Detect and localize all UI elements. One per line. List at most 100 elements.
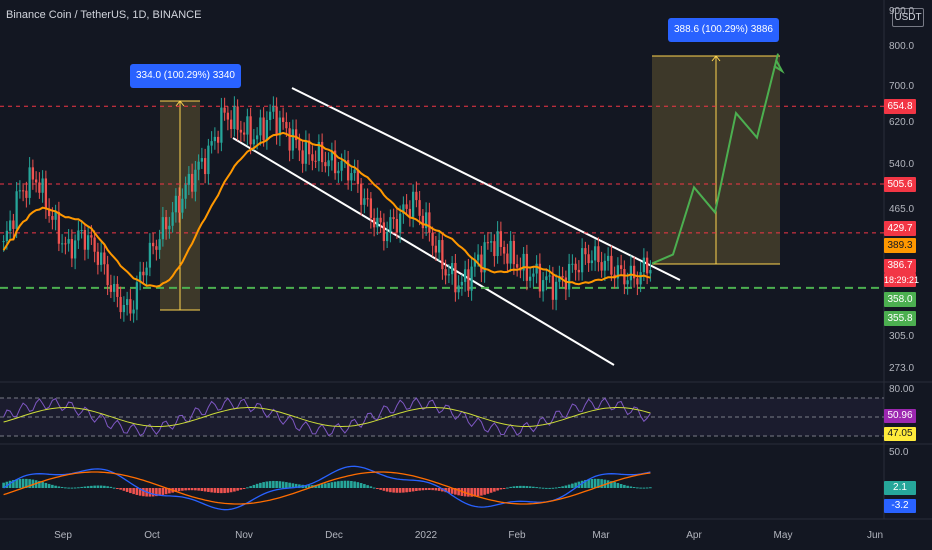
price-tick: 273.0	[889, 363, 915, 374]
macd-histogram-bar	[632, 487, 636, 489]
macd-histogram-bar	[155, 488, 158, 497]
candle-body	[528, 276, 532, 281]
price-tick: 700.0	[889, 81, 915, 92]
macd-histogram-bar	[64, 487, 67, 489]
macd-histogram-bar	[395, 488, 399, 493]
rsi-ma-value-tag: 47.05	[884, 427, 916, 441]
candle-body	[441, 240, 444, 270]
macd-histogram-bar	[80, 486, 83, 488]
price-tag-ma: 389.3	[884, 238, 916, 253]
candle-body	[447, 274, 451, 276]
price-tick: 305.0	[889, 331, 915, 342]
macd-histogram-bar	[535, 487, 538, 489]
macd-histogram-bar	[402, 488, 405, 493]
macd-histogram-bar	[246, 487, 249, 489]
candle-body	[402, 204, 405, 214]
macd-histogram-bar	[600, 479, 603, 488]
macd-histogram-bar	[161, 488, 165, 495]
macd-histogram-bar	[142, 488, 145, 497]
macd-histogram-bar	[324, 483, 327, 488]
candle-body	[515, 264, 519, 268]
macd-histogram-bar	[132, 488, 135, 495]
macd-histogram-bar	[389, 488, 392, 493]
macd-histogram-bar	[242, 488, 246, 489]
candle-body	[649, 270, 652, 274]
macd-histogram-bar	[626, 485, 629, 488]
macd-histogram-bar	[151, 488, 155, 497]
macd-histogram-bar	[317, 484, 321, 488]
candle-body	[265, 119, 269, 141]
candle-body	[382, 222, 386, 242]
currency-badge[interactable]: USDT	[892, 8, 924, 27]
macd-histogram-bar	[519, 485, 522, 488]
candle-body	[379, 217, 382, 223]
candle-body	[376, 217, 379, 228]
price-tag-support: 358.0	[884, 292, 916, 307]
candle-body	[210, 141, 213, 146]
macd-histogram-bar	[233, 488, 236, 492]
macd-histogram-bar	[187, 488, 191, 491]
candle-body	[239, 129, 243, 133]
candle-body	[158, 239, 161, 250]
candle-body	[346, 160, 350, 181]
candle-body	[454, 263, 457, 293]
candle-body	[457, 285, 460, 293]
macd-histogram-bar	[15, 479, 18, 488]
macd-histogram-bar	[580, 480, 584, 488]
macd-histogram-bar	[636, 487, 639, 489]
candle-body	[96, 251, 100, 265]
candle-body	[252, 139, 256, 145]
macd-histogram-bar	[28, 479, 31, 488]
candle-body	[392, 217, 395, 219]
candle-body	[5, 230, 9, 242]
candle-body	[353, 169, 356, 174]
macd-histogram-bar	[239, 488, 243, 490]
macd-histogram-bar	[18, 479, 22, 488]
candle-body	[288, 128, 291, 151]
candle-body	[25, 190, 28, 198]
candle-body	[60, 243, 64, 245]
candle-body	[548, 275, 551, 277]
macd-histogram-bar	[476, 488, 480, 497]
time-label: Feb	[508, 530, 526, 541]
macd-histogram-bar	[645, 487, 649, 489]
macd-histogram-bar	[493, 488, 496, 492]
macd-histogram-bar	[138, 488, 142, 496]
candle-body	[125, 299, 129, 305]
candle-body	[324, 162, 327, 167]
candle-body	[171, 212, 174, 226]
candle-body	[301, 150, 304, 164]
macd-histogram-bar	[314, 484, 317, 488]
macd-tick: 50.0	[889, 447, 909, 458]
candle-body	[590, 260, 594, 264]
macd-histogram-bar	[60, 486, 64, 488]
candle-body	[223, 107, 226, 113]
macd-histogram-bar	[424, 488, 428, 491]
candle-body	[262, 117, 265, 141]
time-label: Mar	[592, 530, 610, 541]
candle-body	[44, 178, 48, 209]
candle-body	[626, 280, 629, 285]
macd-histogram-bar	[366, 485, 369, 488]
macd-histogram-bar	[41, 481, 44, 488]
macd-histogram-bar	[103, 485, 106, 488]
macd-histogram-bar	[210, 488, 213, 493]
candle-body	[161, 217, 165, 240]
rsi-value-tag: 50.96	[884, 409, 916, 423]
macd-histogram-bar	[359, 483, 363, 488]
candle-body	[249, 116, 252, 145]
symbol-title[interactable]: Binance Coin / TetherUS, 1D, BINANCE	[6, 9, 202, 21]
candle-body	[532, 273, 535, 277]
macd-histogram-bar	[148, 488, 152, 497]
macd-histogram-bar	[122, 488, 126, 491]
macd-histogram-bar	[44, 482, 48, 488]
macd-histogram-bar	[25, 478, 28, 488]
macd-histogram-bar	[83, 486, 87, 488]
candle-body	[541, 280, 545, 292]
candle-body	[93, 237, 96, 252]
candle-body	[636, 278, 639, 285]
candle-body	[54, 212, 57, 220]
macd-histogram-bar	[506, 487, 509, 489]
macd-histogram-bar	[593, 478, 597, 488]
